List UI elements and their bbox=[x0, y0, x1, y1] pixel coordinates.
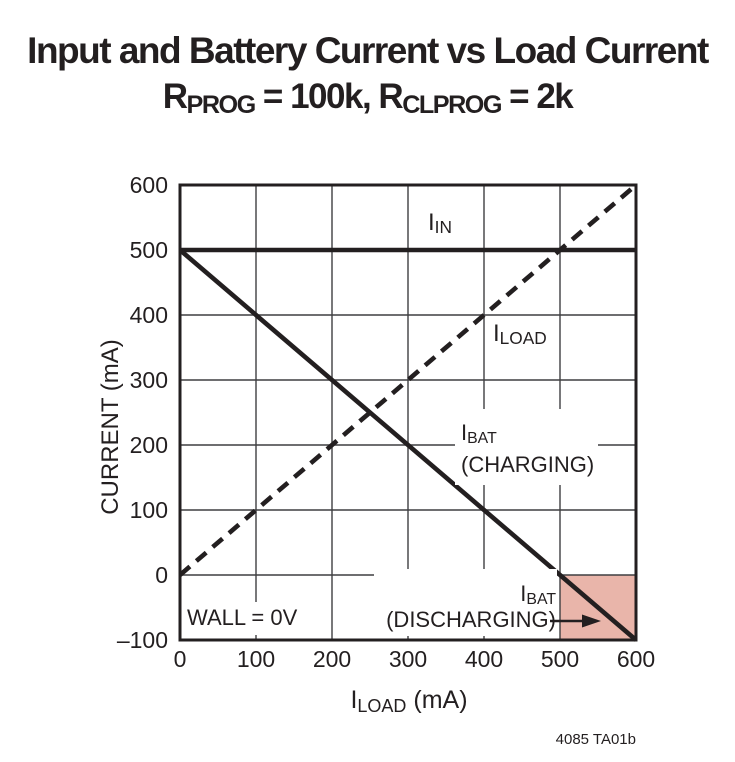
x-tick-label: 200 bbox=[312, 646, 352, 672]
text-segment: WALL = 0V bbox=[187, 605, 298, 630]
series-label-ibat-charging: IBAT (CHARGING) bbox=[455, 409, 599, 485]
x-tick-label: 600 bbox=[616, 646, 656, 672]
text-segment: I bbox=[461, 420, 468, 445]
series-label-ibat-charging-line2: (CHARGING) bbox=[461, 450, 594, 479]
series-label-ibat-discharging-line1: IBAT bbox=[374, 582, 556, 608]
series-label-ibat-discharging: IBAT (DISCHARGING) bbox=[374, 569, 557, 636]
text-segment: I bbox=[493, 320, 500, 347]
text-segment: = 2k bbox=[500, 77, 574, 116]
series-label-ibat-discharging-line2: (DISCHARGING) bbox=[374, 608, 556, 631]
chart-title: Input and Battery Current vs Load Curren… bbox=[27, 30, 709, 71]
text-segment: I bbox=[350, 686, 358, 714]
subscript-text: IN bbox=[434, 217, 452, 238]
subscript-text: BAT bbox=[526, 591, 556, 609]
subscript-text: PROG bbox=[186, 91, 257, 120]
text-segment: (CHARGING) bbox=[461, 452, 595, 477]
subscript-text: LOAD bbox=[499, 328, 547, 349]
chart-subtitle: RPROG = 100k, RCLPROG = 2k bbox=[0, 77, 735, 120]
text-segment: (DISCHARGING) bbox=[386, 607, 556, 632]
text-segment: I bbox=[428, 209, 435, 236]
y-axis-title: CURRENT (mA) bbox=[97, 339, 124, 515]
series-label-iin: IIN bbox=[428, 209, 452, 238]
text-segment: = 100k, R bbox=[254, 77, 404, 116]
x-tick-label: 400 bbox=[464, 646, 504, 672]
series-label-iload: ILOAD bbox=[493, 320, 547, 349]
y-tick-label: 200 bbox=[129, 432, 168, 458]
y-tick-label: 100 bbox=[129, 497, 168, 523]
y-tick-label: 300 bbox=[129, 367, 168, 393]
x-tick-label: 0 bbox=[173, 646, 187, 672]
x-tick-label: 500 bbox=[540, 646, 580, 672]
condition-label-wall: WALL = 0V bbox=[183, 602, 308, 635]
x-axis-title: ILOAD (mA) bbox=[350, 686, 468, 716]
series-ibat-curve bbox=[178, 248, 638, 642]
text-segment: I bbox=[520, 581, 527, 606]
y-tick-label: 0 bbox=[155, 562, 168, 588]
y-tick-label: 400 bbox=[129, 302, 168, 328]
series-iload-curve bbox=[178, 183, 638, 577]
series-label-ibat-charging-line1: IBAT bbox=[461, 418, 594, 450]
y-tick-label: –100 bbox=[116, 627, 168, 653]
text-segment: R bbox=[162, 77, 188, 116]
x-tick-label: 300 bbox=[388, 646, 428, 672]
y-tick-label: 600 bbox=[129, 172, 168, 198]
y-tick-label: 500 bbox=[129, 237, 168, 263]
text-segment: (mA) bbox=[406, 686, 468, 714]
subscript-text: LOAD bbox=[357, 695, 407, 716]
discharging-arrow-icon bbox=[550, 614, 601, 628]
figure-reference-code: 4085 TA01b bbox=[555, 731, 636, 748]
subscript-text: BAT bbox=[467, 430, 497, 448]
discharging-arrow-head bbox=[582, 614, 601, 628]
plot-frame bbox=[178, 183, 638, 642]
subscript-text: CLPROG bbox=[402, 91, 502, 120]
x-tick-label: 100 bbox=[236, 646, 276, 672]
